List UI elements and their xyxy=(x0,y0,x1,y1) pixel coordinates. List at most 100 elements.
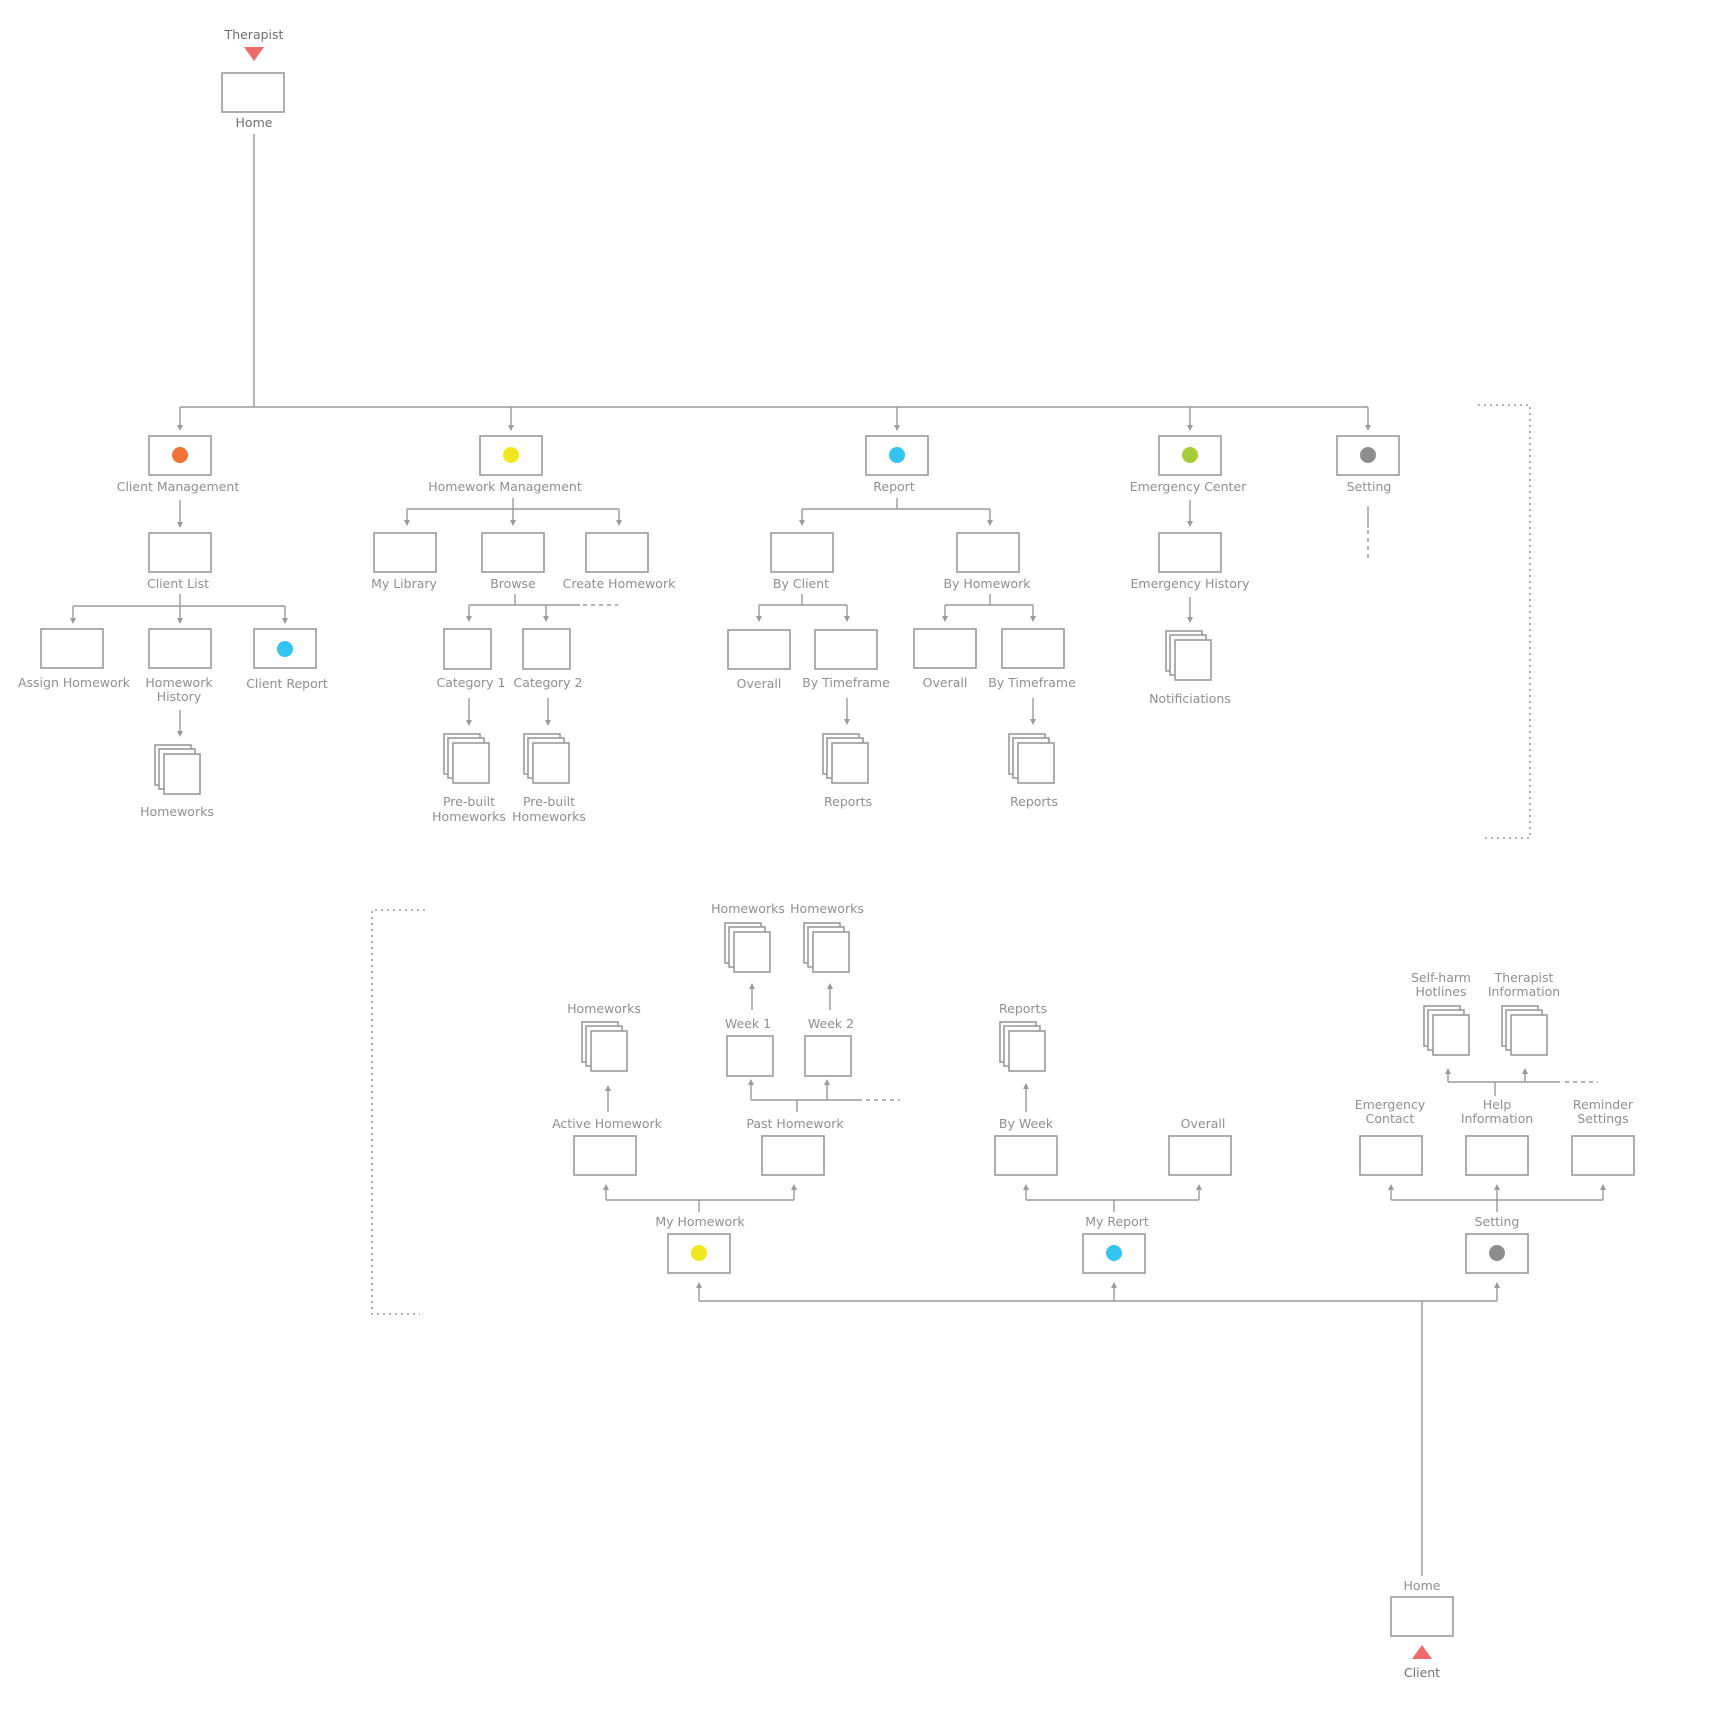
homework-management-label: Homework Management xyxy=(428,479,582,494)
by-week-node xyxy=(994,1135,1058,1176)
my-library-label: My Library xyxy=(371,576,437,591)
report-homework-overall-node xyxy=(913,628,977,669)
help-information-label-2: Information xyxy=(1461,1111,1533,1126)
report-label: Report xyxy=(873,479,915,494)
past-homework-node xyxy=(761,1135,825,1176)
week-1-label: Week 1 xyxy=(725,1016,771,1031)
help-information-node xyxy=(1465,1135,1529,1176)
client-role-label: Client xyxy=(1404,1665,1440,1680)
report-dot xyxy=(889,447,905,463)
create-homework-label: Create Homework xyxy=(563,576,676,591)
report-branch: Report By Client By Homework Overall By … xyxy=(727,435,1076,809)
my-report-branch: Reports By Week Overall My Report xyxy=(994,1001,1232,1274)
reminder-settings-label-1: Reminder xyxy=(1573,1097,1634,1112)
emergency-history-node xyxy=(1158,532,1222,573)
prebuilt-stack-2 xyxy=(523,733,570,784)
report-homework-reports-label: Reports xyxy=(1010,794,1058,809)
client-report-label: Client Report xyxy=(246,676,328,691)
client-management-dot xyxy=(172,447,188,463)
prebuilt-2-label-1: Pre-built xyxy=(523,794,575,809)
by-client-label: By Client xyxy=(773,576,829,591)
client-home-label: Home xyxy=(1404,1578,1441,1593)
report-client-reports-stack xyxy=(822,733,869,784)
therapist-info-label-1: Therapist xyxy=(1494,970,1554,985)
therapist-entry-marker xyxy=(244,47,264,61)
report-client-overall-node xyxy=(727,629,791,670)
report-homework-overall-label: Overall xyxy=(923,675,968,690)
browse-node xyxy=(481,532,545,573)
emergency-center-dot xyxy=(1182,447,1198,463)
therapist-setting-label: Setting xyxy=(1347,479,1392,494)
therapist-home-label: Home xyxy=(236,115,273,130)
notifications-label: Notificiations xyxy=(1149,691,1231,706)
client-overall-label: Overall xyxy=(1181,1116,1226,1131)
client-entry-marker xyxy=(1412,1645,1432,1659)
homeworks-stack xyxy=(154,744,201,795)
therapist-role-label: Therapist xyxy=(224,27,284,42)
my-homework-dot xyxy=(691,1245,707,1261)
emergency-history-label: Emergency History xyxy=(1131,576,1251,591)
browse-label: Browse xyxy=(490,576,536,591)
client-report-dot xyxy=(277,641,293,657)
notifications-stack xyxy=(1165,630,1212,681)
emergency-center-branch: Emergency Center Emergency History Notif… xyxy=(1130,435,1251,706)
client-bracket xyxy=(371,909,425,1315)
active-homework-node xyxy=(573,1135,637,1176)
therapist-home-node xyxy=(221,72,285,113)
week-2-label: Week 2 xyxy=(808,1016,854,1031)
reminder-settings-label-2: Settings xyxy=(1577,1111,1628,1126)
therapist-info-label-2: Information xyxy=(1488,984,1560,999)
my-homework-branch: Homeworks Active Homework Homeworks Home… xyxy=(552,901,900,1274)
by-week-label: By Week xyxy=(999,1116,1054,1131)
my-report-dot xyxy=(1106,1245,1122,1261)
report-homework-reports-stack xyxy=(1008,733,1055,784)
client-setting-dot xyxy=(1489,1245,1505,1261)
by-client-node xyxy=(770,532,834,573)
client-list-node xyxy=(148,532,212,573)
client-homeworks-active-label: Homeworks xyxy=(567,1001,641,1016)
emergency-center-label: Emergency Center xyxy=(1130,479,1247,494)
homework-history-label-1: Homework xyxy=(145,675,213,690)
my-report-label: My Report xyxy=(1085,1214,1149,1229)
week-2-node xyxy=(804,1035,852,1077)
homework-history-node xyxy=(148,628,212,669)
emergency-contact-node xyxy=(1359,1135,1423,1176)
homework-management-branch: Homework Management My Library Browse Cr… xyxy=(371,435,676,824)
help-information-label-1: Help xyxy=(1483,1097,1512,1112)
report-client-overall-label: Overall xyxy=(737,676,782,691)
client-overall-node xyxy=(1168,1135,1232,1176)
assign-homework-node xyxy=(40,628,104,669)
emergency-contact-label-1: Emergency xyxy=(1355,1097,1426,1112)
report-client-reports-label: Reports xyxy=(824,794,872,809)
client-reports-label: Reports xyxy=(999,1001,1047,1016)
self-harm-label-1: Self-harm xyxy=(1411,970,1471,985)
week-1-node xyxy=(726,1035,774,1077)
reminder-settings-node xyxy=(1571,1135,1635,1176)
week-1-homeworks-stack xyxy=(724,922,771,973)
assign-homework-label: Assign Homework xyxy=(18,675,131,690)
self-harm-label-2: Hotlines xyxy=(1415,984,1466,999)
homework-management-dot xyxy=(503,447,519,463)
category-2-label: Category 2 xyxy=(513,675,582,690)
active-homework-label: Active Homework xyxy=(552,1116,663,1131)
report-client-timeframe-label: By Timeframe xyxy=(802,675,890,690)
my-library-node xyxy=(373,532,437,573)
emergency-contact-label-2: Contact xyxy=(1366,1111,1415,1126)
week-2-homeworks-stack xyxy=(803,922,850,973)
homeworks-label: Homeworks xyxy=(140,804,214,819)
client-list-label: Client List xyxy=(147,576,209,591)
report-client-timeframe-node xyxy=(814,629,878,670)
report-homework-timeframe-label: By Timeframe xyxy=(988,675,1076,690)
category-1-label: Category 1 xyxy=(436,675,505,690)
therapist-tree: Therapist Home Client Management Client … xyxy=(18,27,1531,839)
client-reports-stack xyxy=(999,1021,1046,1072)
week-2-homeworks-label: Homeworks xyxy=(790,901,864,916)
therapist-setting-branch: Setting xyxy=(1336,435,1400,560)
client-management-label: Client Management xyxy=(117,479,240,494)
client-setting-branch: Self-harm Hotlines Therapist Information… xyxy=(1355,970,1635,1274)
category-2-node xyxy=(522,628,571,670)
by-homework-node xyxy=(956,532,1020,573)
client-management-branch: Client Management Client List Assign Hom… xyxy=(18,435,328,819)
therapist-info-stack xyxy=(1501,1005,1548,1056)
